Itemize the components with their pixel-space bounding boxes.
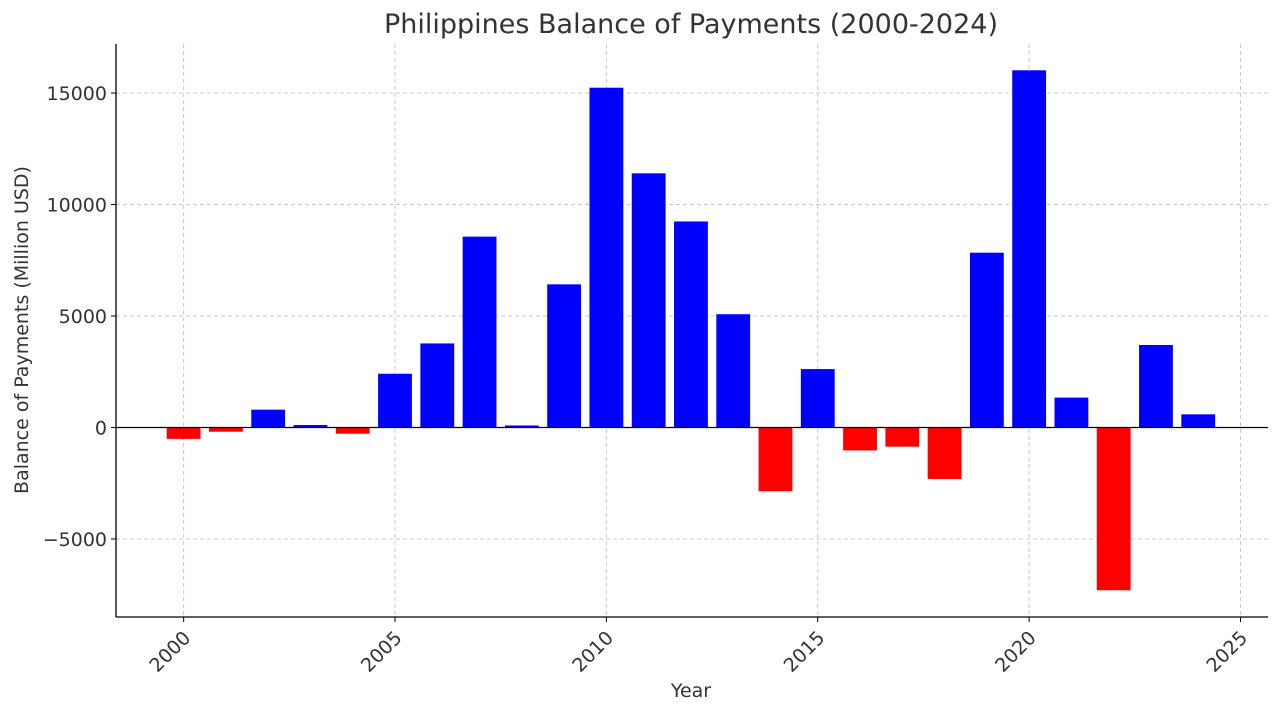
bar-2018: [927, 427, 962, 479]
bar-2024: [1181, 414, 1216, 428]
bar-2022: [1096, 427, 1131, 591]
bar-2021: [1054, 397, 1089, 428]
bar-2016: [843, 427, 877, 451]
y-axis-label: Balance of Payments (Million USD): [11, 166, 33, 494]
chart-title: Philippines Balance of Payments (2000-20…: [384, 9, 998, 40]
y-tick-label: 15000: [47, 83, 107, 105]
bar-2006: [420, 343, 455, 428]
y-tick-label: −5000: [43, 529, 107, 551]
bar-2011: [631, 173, 666, 428]
x-tick-label: 2000: [145, 627, 195, 677]
bar-2019: [969, 252, 1004, 428]
y-tick-label: 5000: [59, 306, 107, 328]
x-axis-label: Year: [670, 680, 711, 702]
bar-2009: [547, 284, 582, 428]
bar-2015: [800, 369, 835, 428]
bar-2002: [251, 409, 286, 428]
bar-2020: [1012, 70, 1047, 428]
bar-2007: [462, 236, 497, 428]
x-axis-ticks: 2000 2005 2010 2015 2020 2025: [145, 617, 1252, 677]
x-tick-label: 2020: [991, 627, 1041, 677]
bar-2014: [758, 427, 793, 492]
x-tick-label: 2010: [568, 627, 618, 677]
y-tick-label: 0: [95, 417, 107, 439]
bar-2017: [885, 427, 920, 447]
bar-2001: [209, 427, 243, 432]
bar-2013: [716, 314, 751, 428]
bar-series: [166, 70, 1216, 591]
bar-2010: [589, 87, 624, 428]
axes-frame: [115, 44, 1268, 618]
bar-2003: [293, 425, 328, 428]
x-tick-label: 2005: [357, 627, 407, 677]
x-tick-label: 2015: [780, 627, 830, 677]
bar-2004: [335, 427, 370, 434]
y-tick-label: 10000: [47, 195, 107, 217]
bar-2005: [378, 373, 412, 428]
y-axis-ticks: −5000 0 5000 10000 15000: [43, 83, 116, 551]
bar-2000: [166, 427, 201, 439]
bar-2023: [1139, 344, 1173, 428]
bar-2008: [504, 425, 539, 428]
x-tick-label: 2025: [1202, 627, 1252, 677]
bar-2012: [674, 221, 708, 428]
